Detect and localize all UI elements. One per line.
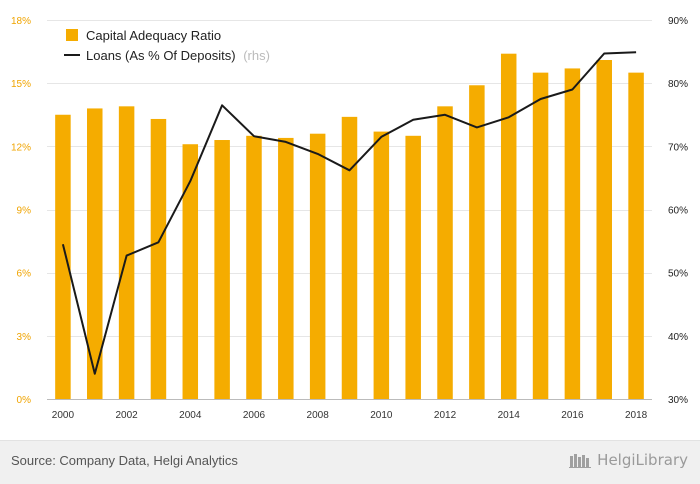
bar bbox=[278, 137, 294, 399]
bar bbox=[628, 72, 644, 399]
bar bbox=[309, 133, 326, 399]
bar bbox=[55, 114, 71, 399]
y-left-tick-label: 9% bbox=[17, 206, 32, 217]
y-right-tick-label: 40% bbox=[668, 332, 688, 343]
library-books-icon bbox=[569, 454, 592, 468]
x-tick-label: 2014 bbox=[498, 410, 521, 421]
bar bbox=[341, 116, 358, 399]
bar bbox=[87, 108, 103, 399]
y-right-tick-label: 30% bbox=[668, 395, 688, 406]
legend-line-text: Loans (As % Of Deposits) (rhs) bbox=[86, 48, 270, 63]
bar bbox=[564, 68, 581, 399]
brand-name: HelgiLibrary bbox=[597, 451, 688, 469]
bar bbox=[373, 131, 390, 399]
bar bbox=[596, 60, 612, 399]
x-tick-label: 2000 bbox=[52, 410, 75, 421]
source-note: Source: Company Data, Helgi Analytics bbox=[11, 453, 238, 468]
bar bbox=[469, 85, 485, 400]
bar bbox=[437, 106, 453, 400]
bar bbox=[182, 144, 199, 399]
x-tick-label: 2018 bbox=[625, 410, 648, 421]
brand-logo: HelgiLibrary bbox=[569, 451, 688, 469]
series-line bbox=[61, 51, 637, 375]
x-tick-label: 2016 bbox=[561, 410, 584, 421]
y-left-tick-label: 3% bbox=[17, 332, 32, 343]
bar bbox=[405, 135, 421, 400]
y-right-tick-label: 60% bbox=[668, 206, 688, 217]
bar bbox=[246, 135, 262, 400]
x-tick-label: 2010 bbox=[370, 410, 393, 421]
bar bbox=[150, 118, 167, 399]
legend-line-label: Loans (As % Of Deposits) bbox=[86, 48, 236, 63]
legend-bar-swatch bbox=[66, 29, 78, 41]
x-tick-label: 2002 bbox=[115, 410, 138, 421]
y-right-tick-label: 50% bbox=[668, 269, 688, 280]
bar bbox=[532, 72, 549, 399]
bar bbox=[118, 106, 135, 400]
bar-series bbox=[55, 53, 644, 400]
y-left-tick-label: 18% bbox=[11, 16, 31, 27]
x-tick-label: 2012 bbox=[434, 410, 457, 421]
x-tick-label: 2004 bbox=[179, 410, 202, 421]
x-tick-label: 2006 bbox=[243, 410, 266, 421]
legend-bar-label: Capital Adequacy Ratio bbox=[86, 28, 221, 43]
y-left-tick-label: 15% bbox=[11, 79, 31, 90]
footer: Source: Company Data, Helgi Analytics He… bbox=[0, 440, 700, 484]
line-series bbox=[61, 51, 637, 375]
y-right-tick-label: 80% bbox=[668, 79, 688, 90]
bar bbox=[500, 53, 517, 399]
y-right-tick-label: 70% bbox=[668, 142, 688, 153]
x-tick-label: 2008 bbox=[307, 410, 330, 421]
y-left-tick-label: 0% bbox=[17, 395, 32, 406]
legend-line-note: (rhs) bbox=[243, 48, 270, 63]
legend: Capital Adequacy Ratio Loans (As % Of De… bbox=[64, 28, 270, 63]
axes: 0% 3% 6% 9% 12% 15% 18% 30% 40% 50% 60% 70% 80% 90% 20… bbox=[11, 16, 688, 421]
y-right-tick-label: 90% bbox=[668, 16, 688, 27]
y-left-tick-label: 12% bbox=[11, 142, 31, 153]
bar bbox=[214, 140, 230, 399]
y-left-tick-label: 6% bbox=[17, 269, 32, 280]
